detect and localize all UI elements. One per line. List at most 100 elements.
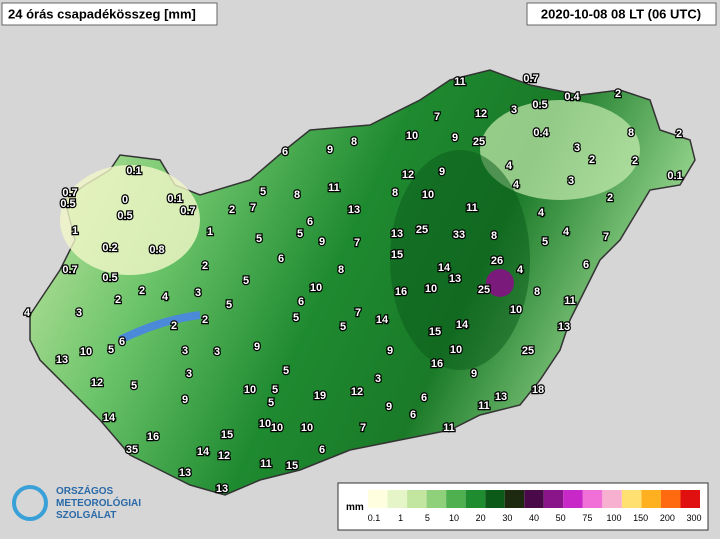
station-value: 9 bbox=[327, 144, 333, 156]
station-value: 7 bbox=[355, 307, 361, 319]
station-value: 7 bbox=[250, 202, 256, 214]
legend-label: 200 bbox=[660, 513, 675, 523]
station-value: 9 bbox=[254, 341, 260, 353]
station-value: 3 bbox=[568, 175, 574, 187]
station-value: 11 bbox=[564, 295, 576, 307]
station-value: 4 bbox=[563, 226, 570, 238]
station-value: 5 bbox=[108, 344, 114, 356]
station-value: 10 bbox=[422, 189, 434, 201]
station-value: 0.4 bbox=[533, 127, 549, 139]
legend-label: 50 bbox=[556, 513, 566, 523]
station-value: 2 bbox=[615, 88, 621, 100]
station-value: 4 bbox=[24, 307, 31, 319]
station-value: 13 bbox=[56, 354, 68, 366]
legend-label: 40 bbox=[529, 513, 539, 523]
station-value: 8 bbox=[338, 264, 344, 276]
logo-text: SZOLGÁLAT bbox=[56, 508, 116, 521]
station-value: 5 bbox=[293, 312, 299, 324]
station-value: 0.7 bbox=[62, 264, 77, 276]
station-value: 8 bbox=[534, 286, 540, 298]
station-value: 11 bbox=[478, 400, 490, 412]
station-value: 14 bbox=[376, 314, 389, 326]
station-value: 13 bbox=[558, 321, 570, 333]
station-value: 15 bbox=[221, 429, 233, 441]
station-value: 10 bbox=[301, 422, 313, 434]
station-value: 2 bbox=[202, 314, 208, 326]
legend-swatch bbox=[446, 490, 466, 508]
station-value: 25 bbox=[416, 224, 428, 236]
station-value: 6 bbox=[298, 296, 304, 308]
legend-swatch bbox=[387, 490, 408, 508]
title: 24 órás csapadékösszeg [mm] bbox=[8, 6, 196, 21]
legend-label: 1 bbox=[398, 513, 403, 523]
legend-swatch bbox=[563, 490, 583, 508]
station-value: 14 bbox=[103, 412, 116, 424]
wet-area bbox=[390, 150, 530, 370]
station-value: 13 bbox=[216, 483, 228, 495]
station-value: 12 bbox=[91, 377, 103, 389]
station-value: 13 bbox=[391, 228, 403, 240]
legend-swatch bbox=[504, 490, 525, 508]
legend-unit: mm bbox=[346, 502, 364, 513]
legend-swatch bbox=[680, 490, 700, 508]
station-value: 2 bbox=[607, 192, 613, 204]
station-value: 15 bbox=[429, 326, 441, 338]
logo-text: METEOROLÓGIAI bbox=[56, 496, 141, 509]
station-value: 3 bbox=[186, 368, 192, 380]
station-value: 3 bbox=[574, 142, 580, 154]
legend-swatch bbox=[582, 490, 603, 508]
station-value: 6 bbox=[421, 392, 427, 404]
station-value: 2 bbox=[115, 294, 121, 306]
station-value: 4 bbox=[513, 179, 520, 191]
legend-swatch bbox=[641, 490, 661, 508]
station-value: 25 bbox=[522, 345, 534, 357]
station-value: 2 bbox=[229, 204, 235, 216]
legend-label: 300 bbox=[686, 513, 701, 523]
station-value: 6 bbox=[278, 253, 284, 265]
station-value: 13 bbox=[179, 467, 191, 479]
station-value: 13 bbox=[495, 391, 507, 403]
legend-swatch bbox=[543, 490, 564, 508]
station-value: 6 bbox=[319, 444, 325, 456]
station-value: 5 bbox=[131, 380, 137, 392]
station-value: 8 bbox=[491, 230, 497, 242]
station-value: 0.1 bbox=[126, 165, 141, 177]
station-value: 16 bbox=[147, 431, 159, 443]
station-value: 25 bbox=[473, 136, 485, 148]
station-value: 7 bbox=[360, 422, 366, 434]
lake bbox=[118, 311, 201, 344]
legend-label: 75 bbox=[582, 513, 592, 523]
station-value: 11 bbox=[328, 182, 340, 194]
station-value: 12 bbox=[402, 169, 414, 181]
station-value: 3 bbox=[182, 345, 188, 357]
station-value: 3 bbox=[214, 346, 220, 358]
station-value: 14 bbox=[438, 262, 451, 274]
station-value: 5 bbox=[542, 236, 548, 248]
station-value: 7 bbox=[603, 231, 609, 243]
station-value: 0.1 bbox=[167, 193, 182, 205]
station-value: 33 bbox=[453, 229, 465, 241]
station-value: 10 bbox=[271, 422, 283, 434]
station-value: 4 bbox=[517, 264, 524, 276]
legend-swatch bbox=[602, 490, 622, 508]
station-value: 10 bbox=[450, 344, 462, 356]
station-value: 6 bbox=[119, 336, 125, 348]
stations: 11 0.70.50.4 27 12 310 9 250.4 8 26 98 32 20.1 12 9 43… bbox=[23, 72, 684, 497]
station-value: 8 bbox=[628, 127, 634, 139]
station-value: 11 bbox=[443, 422, 455, 434]
station-value: 9 bbox=[386, 401, 392, 413]
station-value: 8 bbox=[351, 136, 357, 148]
station-value: 9 bbox=[471, 368, 477, 380]
legend: 0.1 1 5 10 20 30 40 50 75 100 150 200 300 bbox=[368, 490, 702, 523]
station-value: 16 bbox=[395, 286, 407, 298]
station-value: 0.5 bbox=[60, 198, 75, 210]
logo-text: ORSZÁGOS bbox=[56, 484, 114, 497]
station-value: 5 bbox=[283, 365, 289, 377]
station-value: 10 bbox=[259, 418, 271, 430]
station-value: 12 bbox=[475, 108, 487, 120]
time-box bbox=[526, 2, 717, 26]
station-value: 2 bbox=[171, 320, 177, 332]
station-value: 10 bbox=[406, 130, 418, 142]
station-value: 8 bbox=[294, 189, 300, 201]
